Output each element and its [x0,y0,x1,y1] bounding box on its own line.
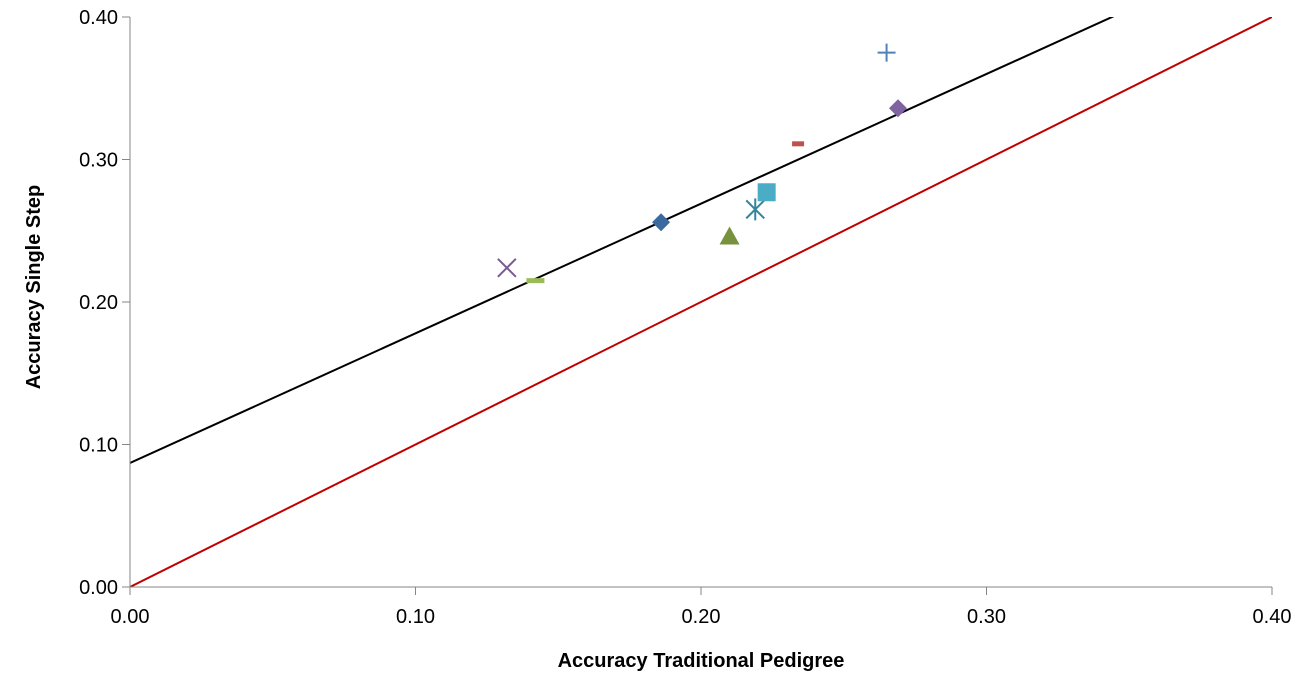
y-axis-title: Accuracy Single Step [23,185,45,390]
point-triangle [719,226,740,245]
point-diamond [652,213,671,232]
lines-layer [130,17,1272,587]
y-tick-label: 0.00 [79,577,118,599]
points-layer [497,43,907,284]
x-tick-label: 0.00 [111,606,150,628]
x-tick-label: 0.30 [967,606,1006,628]
y-tick-label: 0.10 [79,435,118,457]
point-plus [877,43,896,62]
point-square [757,183,776,202]
x-tick-label: 0.20 [682,606,721,628]
ticks-layer: 0.00 0.10 0.20 0.30 0.40 0.00 0.10 0.20 0.30 0.40 [79,7,1291,628]
point-diamond [888,99,907,118]
x-tick-label: 0.10 [396,606,435,628]
identity-line [130,17,1272,587]
point-bar [526,278,545,284]
x-tick-label: 0.40 [1253,606,1292,628]
y-tick-label: 0.40 [79,7,118,29]
point-x [497,258,517,278]
regression-line [130,17,1115,464]
point-asterisk [745,198,765,221]
x-axis-title: Accuracy Traditional Pedigree [558,650,845,672]
y-tick-label: 0.20 [79,292,118,314]
point-dash [792,141,805,147]
y-tick-label: 0.30 [79,150,118,172]
